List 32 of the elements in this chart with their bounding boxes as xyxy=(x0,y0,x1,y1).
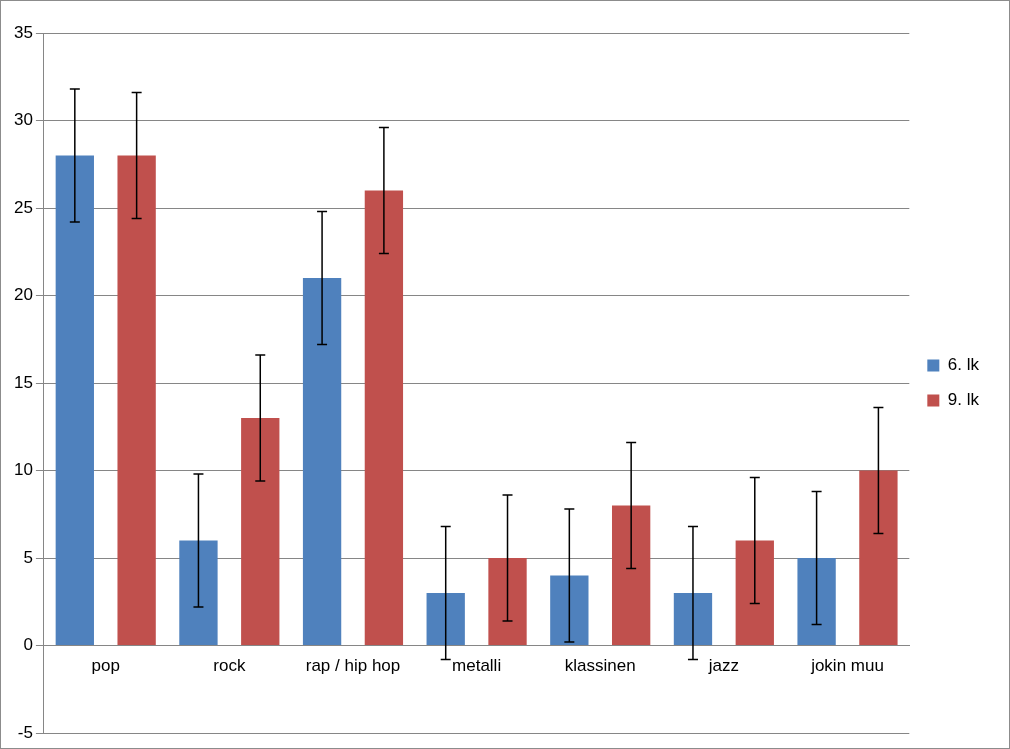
x-tick-label: rock xyxy=(213,656,246,676)
y-tick-label: -5 xyxy=(17,722,33,742)
bar xyxy=(550,575,589,645)
bar xyxy=(488,558,527,645)
bar xyxy=(179,540,218,645)
bar xyxy=(673,593,713,645)
bar xyxy=(611,505,651,645)
bar xyxy=(55,155,94,645)
bar xyxy=(797,558,836,645)
y-tick-label: 30 xyxy=(13,110,33,130)
x-tick-label: rap / hip hop xyxy=(305,656,401,676)
y-tick-label: 25 xyxy=(13,197,33,217)
legend-label: 9. lk xyxy=(947,390,980,410)
x-tick-label: jazz xyxy=(707,656,739,676)
y-tick-label: 15 xyxy=(13,372,33,392)
legend-label: 6. lk xyxy=(947,355,980,375)
bar xyxy=(241,418,280,645)
bar xyxy=(117,155,156,645)
bar xyxy=(859,470,898,645)
x-tick-label: pop xyxy=(91,656,120,676)
x-tick-label: klassinen xyxy=(564,656,636,676)
x-tick-label: metalli xyxy=(452,656,502,676)
y-tick-label: 5 xyxy=(23,547,33,567)
bar xyxy=(302,278,342,645)
y-tick-label: 10 xyxy=(13,460,33,480)
y-tick-label: 0 xyxy=(23,635,33,655)
y-tick-label: 35 xyxy=(13,22,33,42)
y-tick-label: 20 xyxy=(13,285,33,305)
bar xyxy=(426,593,465,645)
bar xyxy=(364,190,404,645)
bar xyxy=(735,540,774,645)
x-tick-label: jokin muu xyxy=(810,656,884,676)
